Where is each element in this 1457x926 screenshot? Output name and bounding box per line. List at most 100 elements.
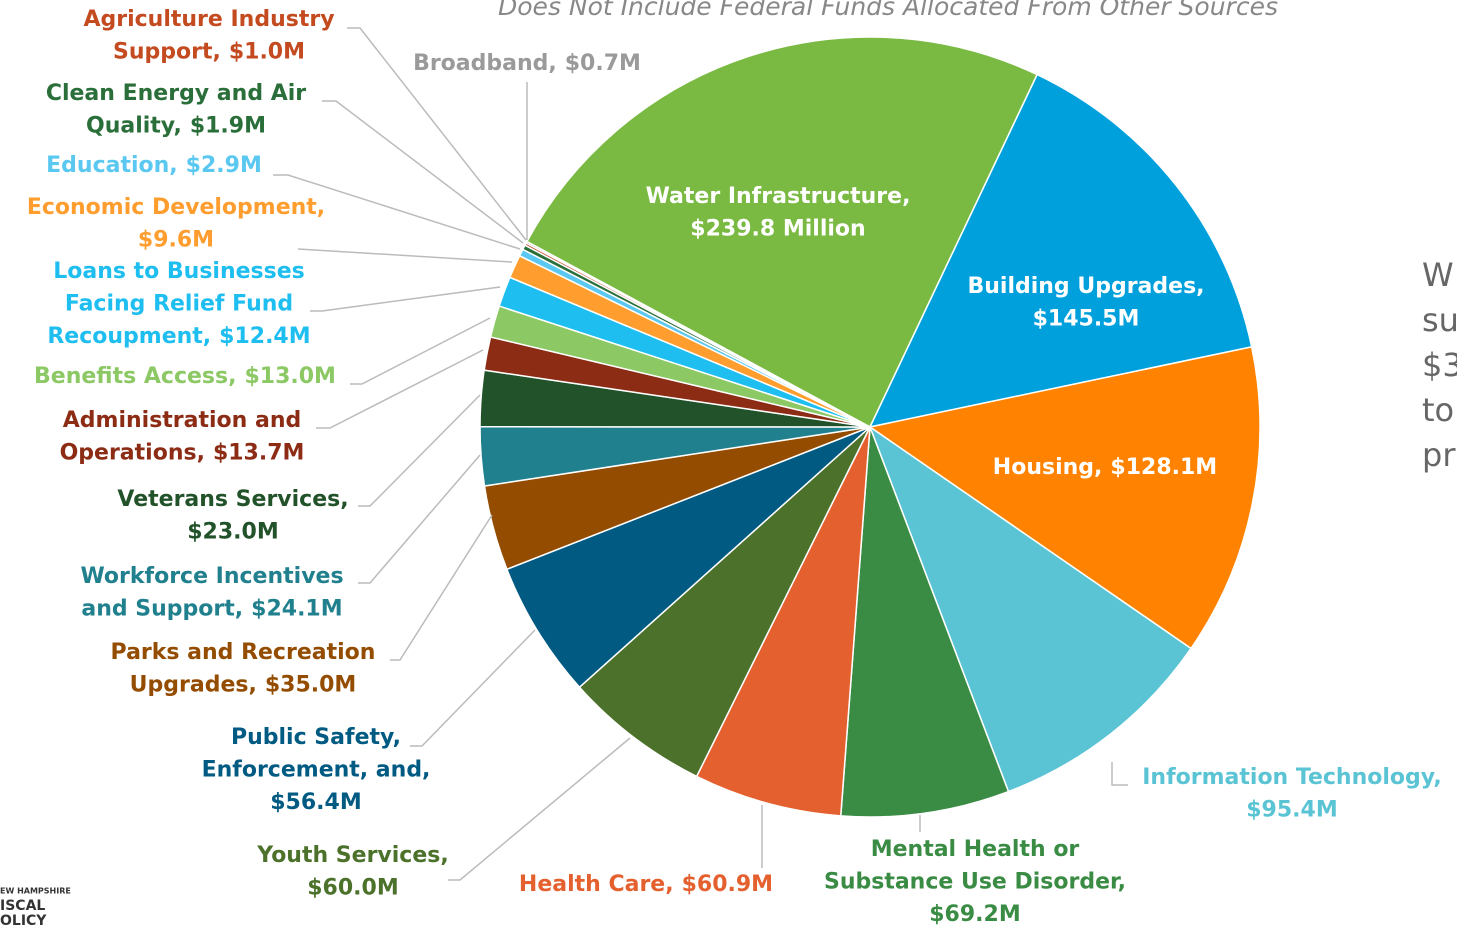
leader-line xyxy=(273,174,521,250)
slice-name-line: Youth Services, xyxy=(256,843,448,868)
slice-name: Building Upgrades, xyxy=(967,274,1204,299)
pie-slice xyxy=(868,425,1193,793)
side-text: pr xyxy=(1422,436,1456,474)
slice-label: Education, $2.9M xyxy=(46,153,262,178)
logo-text: EW HAMPSHIRE xyxy=(0,887,71,896)
leader-line xyxy=(316,349,484,429)
slice-name-line: Veterans Services, xyxy=(117,487,348,512)
slice-label: Parks and Recreation Upgrades, $35.0M xyxy=(111,640,376,698)
slice-name-line: Mental Health or xyxy=(871,837,1080,862)
slice-value: $95.4M xyxy=(1246,798,1337,823)
leader-line xyxy=(358,394,481,507)
logo-text: ISCAL xyxy=(0,898,45,914)
slice-label: Public Safety, Enforcement, and, $56.4M xyxy=(202,725,431,815)
slice-name: Loans to Businesses Facing Relief Fund Rec… xyxy=(47,259,304,349)
logo-text: OLICY xyxy=(0,913,47,926)
slice-value: $2.9M xyxy=(186,153,262,178)
slice-name-line: Education, xyxy=(46,153,178,178)
slice-label: Clean Energy and Air Quality, $1.9M xyxy=(46,81,306,139)
slice-value: $13.0M xyxy=(244,364,335,389)
leader-line xyxy=(347,27,527,241)
slice-name-line: Substance Use Disorder, xyxy=(824,870,1126,895)
slice-name: Veterans Services, xyxy=(117,487,348,512)
slice-name-line: Water Infrastructure, xyxy=(646,184,911,209)
slice-value: $35.0M xyxy=(265,673,356,698)
slice-value: $60.0M xyxy=(307,876,398,901)
slice-value: $128.1M xyxy=(1110,455,1217,480)
slice-label: Water Infrastructure, $239.8 Million xyxy=(646,184,911,242)
pie-slice xyxy=(525,240,871,428)
slice-value: $13.7M xyxy=(213,441,304,466)
slice-value: $1.9M xyxy=(190,114,266,139)
slice-name: Economic Development, xyxy=(27,195,325,220)
leader-line xyxy=(310,286,501,312)
slice-label: Loans to Businesses Facing Relief Fund Rec… xyxy=(47,259,310,349)
slice-name: Youth Services, xyxy=(256,843,448,868)
slice-name-line: Operations, xyxy=(60,441,205,466)
slice-name-line: Housing, xyxy=(993,455,1103,480)
slice-value: $1.0M xyxy=(229,40,305,65)
slice-value: $12.4M xyxy=(219,324,310,349)
slice-label: Mental Health or Substance Use Disorder, $… xyxy=(824,837,1126,926)
slice-value: $145.5M xyxy=(1033,307,1140,332)
slice-name: Agriculture Industry Support, xyxy=(83,7,334,65)
slice-name-line: and Support, xyxy=(81,597,243,622)
side-text: to xyxy=(1422,391,1454,429)
slice-name: Housing, xyxy=(993,455,1103,480)
slice-name-line: Clean Energy and Air xyxy=(46,81,306,106)
pie-slice xyxy=(525,36,1039,429)
leader-line xyxy=(297,248,513,263)
slice-name: Public Safety, Enforcement, and, xyxy=(202,725,431,783)
pie-slice xyxy=(868,345,1261,650)
leader-line xyxy=(350,317,491,385)
leader-line xyxy=(322,100,524,244)
slice-value: $60.9M xyxy=(682,872,773,897)
slice-name-line: Upgrades, xyxy=(130,673,257,698)
slice-name: Water Infrastructure, xyxy=(646,184,911,209)
pie-slice xyxy=(505,426,871,689)
chart-title: Does Not Include Federal Funds Allocated… xyxy=(498,0,1278,21)
pie-slice xyxy=(695,426,871,817)
slice-name-line: Facing Relief Fund xyxy=(65,292,293,317)
leader-line xyxy=(390,514,493,661)
pie-slice xyxy=(839,426,1010,818)
slice-value: $23.0M xyxy=(187,520,278,545)
slice-name-line: Benefits Access, xyxy=(34,364,236,389)
slice-name: Information Technology, xyxy=(1142,765,1442,790)
slice-name-line: Enforcement, and, xyxy=(202,758,431,783)
slice-name-line: Economic Development, xyxy=(27,195,325,220)
leader-line xyxy=(448,737,631,881)
side-text: W xyxy=(1422,256,1454,294)
slice-value: $24.1M xyxy=(251,597,342,622)
pie xyxy=(479,36,1261,818)
slice-name-line: Recoupment, xyxy=(47,324,211,349)
slice-name: Parks and Recreation Upgrades, xyxy=(111,640,376,698)
leader-line xyxy=(358,454,481,584)
leader-line xyxy=(1111,762,1128,786)
slice-name: Education, xyxy=(46,153,178,178)
side-text: su xyxy=(1422,301,1457,339)
slice-name-line: Health Care, xyxy=(519,872,674,897)
pie-slice xyxy=(868,73,1253,429)
slice-name: Clean Energy and Air Quality, xyxy=(46,81,306,139)
slice-name: Mental Health or Substance Use Disorder, xyxy=(824,837,1126,895)
slice-label: Administration and Operations, $13.7M xyxy=(60,408,305,466)
slice-name-line: Workforce Incentives xyxy=(80,564,343,589)
slice-label: Health Care, $60.9M xyxy=(519,872,773,897)
slice-name: Workforce Incentives and Support, xyxy=(80,564,343,622)
slice-value: $69.2M xyxy=(929,902,1020,926)
slice-value: $0.7M xyxy=(565,51,641,76)
slice-name: Benefits Access, xyxy=(34,364,236,389)
slice-label: Youth Services, $60.0M xyxy=(256,843,448,901)
leader-line xyxy=(410,629,536,747)
slice-label: Information Technology, $95.4M xyxy=(1142,765,1442,823)
slice-name: Administration and Operations, xyxy=(60,408,302,466)
slice-label: Workforce Incentives and Support, $24.1M xyxy=(80,564,343,622)
slice-name: Health Care, xyxy=(519,872,674,897)
slice-name-line: Information Technology, xyxy=(1142,765,1442,790)
slice-name-line: Loans to Businesses xyxy=(53,259,305,284)
slice-value: $56.4M xyxy=(270,790,361,815)
slice-name-line: Building Upgrades, xyxy=(967,274,1204,299)
slice-name-line: Quality, xyxy=(86,114,182,139)
